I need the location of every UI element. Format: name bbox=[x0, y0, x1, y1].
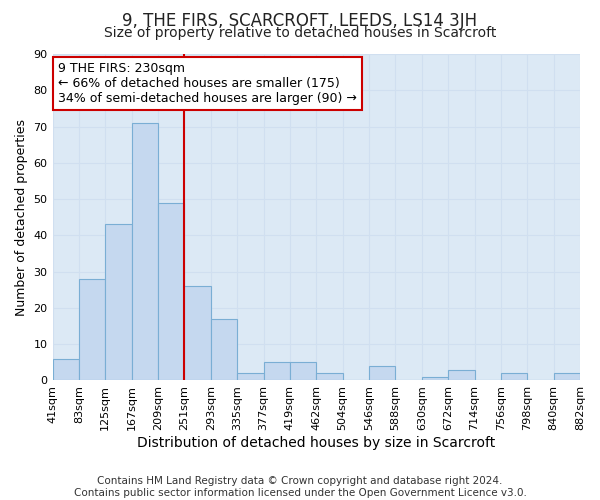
Bar bbox=[211, 319, 237, 380]
Text: 9 THE FIRS: 230sqm
← 66% of detached houses are smaller (175)
34% of semi-detach: 9 THE FIRS: 230sqm ← 66% of detached hou… bbox=[58, 62, 356, 105]
Bar bbox=[422, 377, 448, 380]
Bar bbox=[501, 373, 527, 380]
Text: Contains HM Land Registry data © Crown copyright and database right 2024.
Contai: Contains HM Land Registry data © Crown c… bbox=[74, 476, 526, 498]
Bar bbox=[448, 370, 475, 380]
Bar bbox=[53, 358, 79, 380]
Bar bbox=[131, 123, 158, 380]
Bar bbox=[105, 224, 131, 380]
X-axis label: Distribution of detached houses by size in Scarcroft: Distribution of detached houses by size … bbox=[137, 436, 496, 450]
Text: 9, THE FIRS, SCARCROFT, LEEDS, LS14 3JH: 9, THE FIRS, SCARCROFT, LEEDS, LS14 3JH bbox=[122, 12, 478, 30]
Y-axis label: Number of detached properties: Number of detached properties bbox=[15, 118, 28, 316]
Bar bbox=[316, 373, 343, 380]
Bar bbox=[369, 366, 395, 380]
Bar bbox=[184, 286, 211, 380]
Bar bbox=[554, 373, 580, 380]
Bar bbox=[79, 279, 105, 380]
Bar bbox=[263, 362, 290, 380]
Text: Size of property relative to detached houses in Scarcroft: Size of property relative to detached ho… bbox=[104, 26, 496, 40]
Bar bbox=[237, 373, 263, 380]
Bar bbox=[158, 202, 184, 380]
Bar bbox=[290, 362, 316, 380]
